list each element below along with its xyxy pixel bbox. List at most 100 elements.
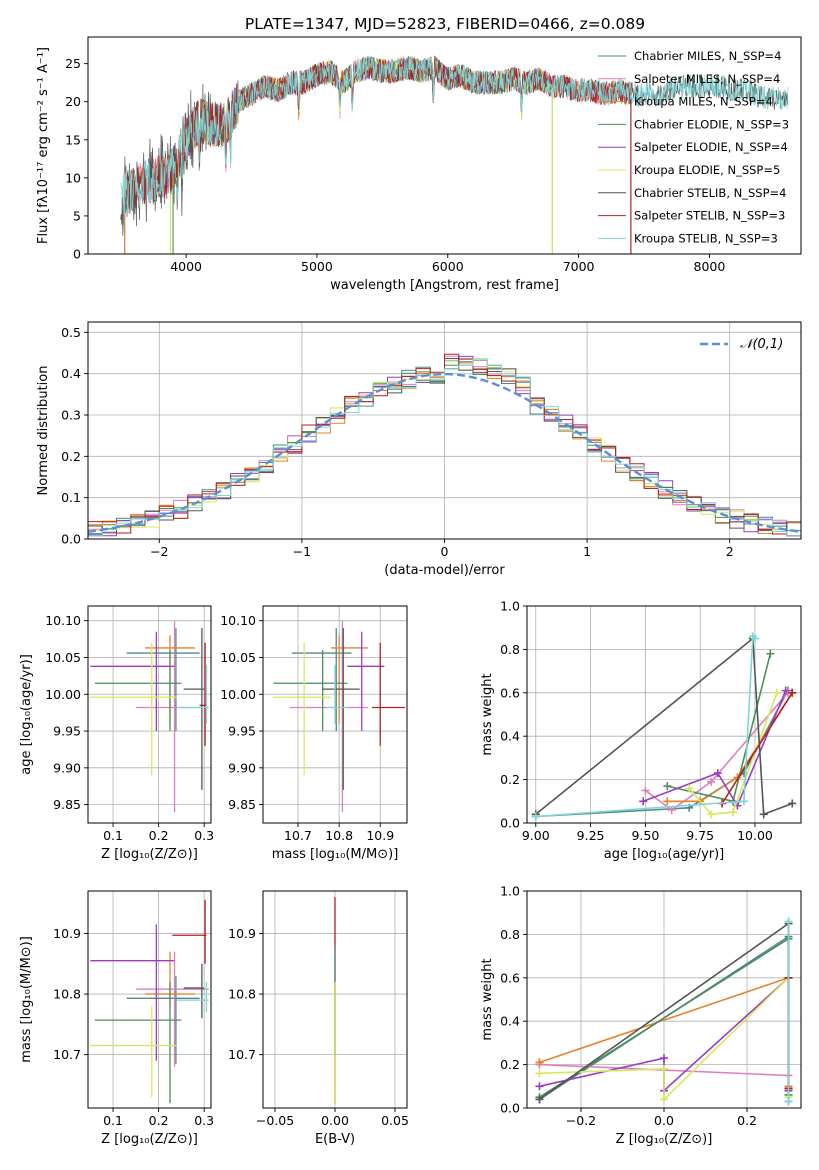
age_vs_mass-xlabel: mass [log₁₀(M/M⊙)]	[272, 847, 399, 862]
weight_vs_Z-point-marker	[660, 1054, 668, 1063]
weight_vs_age-ylabel: mass weight	[480, 673, 495, 755]
residuals-ytick-label: 0.4	[61, 366, 81, 381]
weight_vs_Z-point-marker	[660, 1064, 668, 1073]
residuals-xtick-label: 1	[583, 544, 591, 559]
weight_vs_age-xlabel: age [log₁₀(age/yr)]	[604, 847, 725, 862]
weight_vs_Z-xtick-label: −0.2	[566, 1113, 596, 1128]
spectrum-legend: Chabrier MILES, N_SSP=4 Salpeter MILES, N…	[598, 49, 789, 245]
legend-label: Kroupa STELIB, N_SSP=3	[634, 231, 778, 245]
spectrum-series-line	[125, 55, 632, 212]
mass_vs_ebv-panel: −0.05 0.00 0.05 10.7 10.8 10.9 E(B-V)	[228, 890, 409, 1147]
weight_vs_age-point-marker	[663, 782, 672, 791]
weight_vs_age-ytick-label: 1.0	[500, 599, 520, 614]
age_vs_mass-xtick-label: 10.9	[366, 828, 394, 843]
weight_vs_age-xtick-label: 9.75	[686, 828, 714, 843]
spectrum-ylabel: Flux [fλ10⁻¹⁷ erg cm⁻² s⁻¹ A⁻¹]	[36, 47, 51, 244]
spectrum-ytick-label: 0	[73, 247, 81, 262]
spectrum-xtick-label: 6000	[432, 259, 464, 274]
age_vs_Z-panel: 0.1 0.2 0.3 9.85 9.90 9.95 10.00 10.05 10.10 Z [l…	[19, 605, 214, 862]
weight_vs_age-series-line	[535, 634, 756, 818]
age_vs_Z-ytick-label: 9.85	[53, 797, 81, 812]
legend-label: Kroupa ELODIE, N_SSP=5	[634, 163, 780, 177]
weight_vs_Z-panel: −0.2 0.0 0.2 0.0 0.2 0.4 0.6 0.8 1.0 Z [log₁₀(Z/Z…	[480, 884, 802, 1147]
age_vs_mass-frame	[262, 605, 408, 824]
weight_vs_age-series-line	[535, 690, 789, 818]
mass_vs_Z-frame	[87, 890, 212, 1109]
weight_vs_Z-ytick-label: 0.6	[500, 970, 520, 985]
weight_vs_Z-point-marker	[535, 1058, 544, 1067]
legend-label: Salpeter MILES, N_SSP=4	[634, 72, 780, 86]
mass_vs_ebv-ytick-label: 10.8	[228, 987, 256, 1002]
age_vs_Z-xtick-label: 0.1	[103, 828, 123, 843]
spectrum-xtick-label: 5000	[301, 259, 333, 274]
mass_vs_Z-plot-area	[90, 900, 209, 1104]
residuals-ytick-label: 0.5	[61, 325, 81, 340]
mass_vs_Z-ytick-label: 10.7	[53, 1047, 81, 1062]
weight_vs_age-series-line	[721, 692, 793, 804]
residuals-xtick-label: 0	[441, 544, 449, 559]
weight_vs_Z-ytick-label: 0.2	[500, 1057, 520, 1072]
weight_vs_age-panel: 9.00 9.25 9.50 9.75 10.00 0.0 0.2 0.4 0.6 0.8 1.0 a…	[480, 599, 802, 862]
weight_vs_age-ytick-label: 0.2	[500, 772, 520, 787]
spectrum-panel: Chabrier MILES, N_SSP=4 Salpeter MILES, N…	[36, 36, 802, 293]
weight_vs_age-series-line	[688, 692, 778, 816]
mass_vs_ebv-xlabel: E(B-V)	[315, 1132, 355, 1147]
weight_vs_age-point-marker	[713, 769, 722, 778]
age_vs_Z-plot-area	[90, 620, 209, 812]
mass_vs_ebv-xtick-label: 0.00	[321, 1113, 349, 1128]
mass_vs_Z-ylabel: mass [log₁₀(M/M⊙)]	[19, 936, 34, 1063]
weight_vs_age-point-marker	[788, 688, 797, 697]
age_vs_Z-ytick-label: 10.05	[45, 650, 81, 665]
age_vs_Z-ylabel: age [log₁₀(age/yr)]	[19, 654, 34, 775]
weight_vs_Z-point-marker	[784, 917, 793, 926]
weight_vs_Z-ytick-label: 1.0	[500, 884, 520, 899]
age_vs_mass-xtick-label: 10.8	[325, 828, 353, 843]
age_vs_Z-ytick-label: 10.10	[45, 613, 81, 628]
age_vs_Z-ytick-label: 9.90	[53, 760, 81, 775]
spectrum-ytick-label: 5	[73, 208, 81, 223]
age_vs_mass-xtick-label: 10.7	[284, 828, 312, 843]
weight_vs_age-point-marker	[766, 649, 775, 658]
weight_vs_Z-xlabel: Z [log₁₀(Z/Z⊙)]	[616, 1132, 713, 1147]
residuals-ylabel: Normed distribution	[36, 366, 51, 496]
spectrum-plot-area	[120, 55, 789, 254]
mass_vs_Z-xtick-label: 0.2	[149, 1113, 169, 1128]
age_vs_mass-ytick-label: 10.00	[220, 687, 256, 702]
residuals-ytick-label: 0.1	[61, 490, 81, 505]
spectrum-ytick-label: 10	[65, 170, 81, 185]
weight_vs_age-point-marker	[788, 799, 797, 808]
residuals-xtick-label: 2	[726, 544, 734, 559]
weight_vs_age-point-marker	[772, 688, 781, 697]
age_vs_mass-panel: 10.7 10.8 10.9 9.85 9.90 9.95 10.00 10.05 10.10 m…	[220, 605, 408, 862]
weight_vs_age-xtick-label: 10.00	[737, 828, 773, 843]
age_vs_mass-plot-area	[273, 620, 405, 812]
mass_vs_Z-xtick-label: 0.3	[194, 1113, 214, 1128]
weight_vs_age-point-marker	[729, 808, 738, 817]
residuals-xtick-label: −2	[150, 544, 168, 559]
legend-label: Kroupa MILES, N_SSP=4	[634, 95, 773, 109]
weight_vs_age-point-marker	[531, 812, 540, 821]
age_vs_Z-ytick-label: 9.95	[53, 724, 81, 739]
mass_vs_ebv-xtick-label: −0.05	[256, 1113, 294, 1128]
spectrum-series-line	[120, 55, 789, 214]
legend-label: Chabrier MILES, N_SSP=4	[634, 49, 781, 63]
weight_vs_Z-point-marker	[535, 1082, 544, 1091]
residuals-ytick-label: 0.3	[61, 408, 81, 423]
weight_vs_Z-xtick-label: 0.0	[654, 1113, 674, 1128]
spectrum-ytick-label: 15	[65, 132, 81, 147]
spectrum-ytick-label: 25	[65, 56, 81, 71]
spectrum-xtick-label: 8000	[694, 259, 726, 274]
weight_vs_age-point-marker	[740, 797, 749, 806]
legend-label: Salpeter STELIB, N_SSP=3	[634, 209, 785, 223]
weight_vs_age-point-marker	[759, 810, 768, 819]
mass_vs_Z-xtick-label: 0.1	[103, 1113, 123, 1128]
mass_vs_Z-ytick-label: 10.9	[53, 926, 81, 941]
spectrum-ytick-label: 20	[65, 94, 81, 109]
weight_vs_age-ytick-label: 0.6	[500, 685, 520, 700]
weight_vs_age-xtick-label: 9.25	[577, 828, 605, 843]
mass_vs_Z-panel: 0.1 0.2 0.3 10.7 10.8 10.9 Z [log₁₀(Z/Z⊙)] mass…	[19, 890, 214, 1147]
age_vs_mass-ytick-label: 9.90	[228, 760, 256, 775]
age_vs_Z-xtick-label: 0.3	[194, 828, 214, 843]
weight_vs_Z-point-marker	[660, 1095, 668, 1104]
